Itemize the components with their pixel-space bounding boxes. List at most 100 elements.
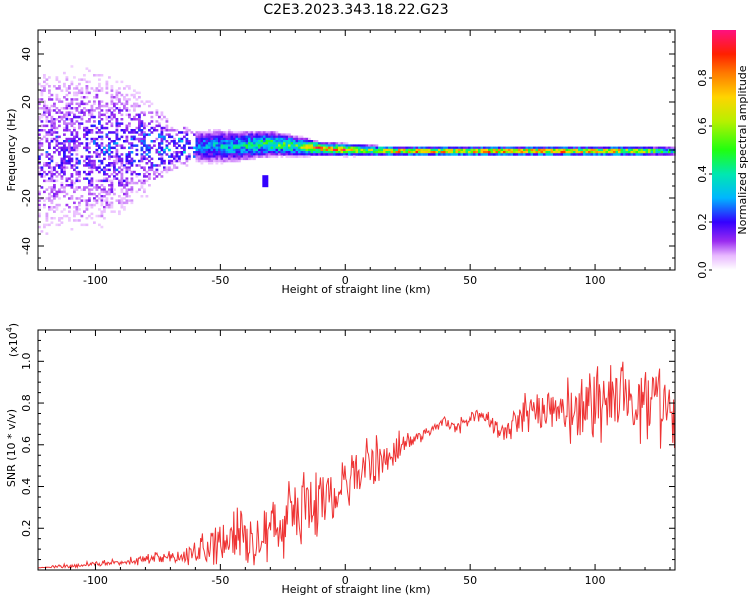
heatmap-cell <box>290 151 294 154</box>
heatmap-cell <box>60 190 64 194</box>
heatmap-cell <box>195 157 199 161</box>
heatmap-cell <box>563 146 566 150</box>
heatmap-cell <box>128 155 131 158</box>
heatmap-cell <box>80 118 84 121</box>
heatmap-cell <box>250 135 254 139</box>
heatmap-cell <box>215 146 219 150</box>
heatmap-cell <box>610 151 614 154</box>
heatmap-cell <box>320 148 324 152</box>
heatmap-cell <box>200 148 204 152</box>
heatmap-cell <box>233 142 236 145</box>
heatmap-cell <box>243 142 246 145</box>
heatmap-cell <box>48 144 51 147</box>
heatmap-cell <box>108 137 111 141</box>
heatmap-cell <box>63 164 66 167</box>
heatmap-cell <box>90 109 94 112</box>
heatmap-cell <box>78 144 81 147</box>
heatmap-cell <box>48 208 51 211</box>
heatmap-cell <box>120 181 124 185</box>
heatmap-cell <box>645 153 649 156</box>
heatmap-cell <box>260 131 264 134</box>
heatmap-cell <box>273 140 276 143</box>
heatmap-cell <box>58 115 61 119</box>
heatmap-cell <box>90 203 94 207</box>
heatmap-cell <box>543 148 546 152</box>
heatmap-cell <box>433 153 436 156</box>
heatmap-cell <box>73 201 76 205</box>
heatmap-cell <box>303 153 306 156</box>
heatmap-cell <box>93 120 96 123</box>
heatmap-cell <box>90 115 94 119</box>
heatmap-cell <box>285 151 289 154</box>
heatmap-cell <box>65 140 69 143</box>
heatmap-cell <box>60 111 64 114</box>
heatmap-cell <box>215 157 219 161</box>
heatmap-cell <box>75 159 79 163</box>
heatmap-cell <box>93 221 96 224</box>
heatmap-cell <box>88 197 91 200</box>
heatmap-cell <box>48 85 51 88</box>
heatmap-cell <box>510 146 514 150</box>
heatmap-cell <box>270 146 274 150</box>
heatmap-cell <box>95 199 99 202</box>
heatmap-cell <box>395 153 399 156</box>
heatmap-cell <box>103 179 106 183</box>
heatmap-cell <box>160 146 164 150</box>
heatmap-cell <box>63 120 66 123</box>
heatmap-cell <box>353 146 356 150</box>
heatmap-cell <box>50 109 54 112</box>
heatmap-cell <box>65 98 69 101</box>
snr-y-ticks: 0.20.40.60.81.0 <box>20 339 675 561</box>
heatmap-cell <box>145 124 149 128</box>
heatmap-cell <box>335 151 339 154</box>
heatmap-cell <box>323 153 326 156</box>
heatmap-cell <box>85 142 89 145</box>
heatmap-cell <box>38 142 41 145</box>
heatmap-cell <box>220 162 224 165</box>
heatmap-cell <box>53 131 56 134</box>
heatmap-cell <box>108 131 111 134</box>
heatmap-cell <box>253 151 256 154</box>
heatmap-cell <box>175 155 179 158</box>
heatmap-cell <box>343 144 346 147</box>
heatmap-cell <box>420 151 424 154</box>
heatmap-cell <box>440 151 444 154</box>
heatmap-cell <box>308 153 311 156</box>
heatmap-cell <box>173 151 176 154</box>
heatmap-cell <box>50 93 54 97</box>
heatmap-cell <box>103 166 106 169</box>
heatmap-cell <box>153 173 156 176</box>
heatmap-cell <box>65 107 69 110</box>
heatmap-cell <box>388 153 391 156</box>
heatmap-cell <box>438 146 441 150</box>
colorbar: 0.00.20.40.60.8 Normalized spectral ampl… <box>696 30 749 279</box>
heatmap-cell <box>60 100 64 103</box>
heatmap-cell <box>78 104 81 108</box>
heatmap-cell <box>228 129 231 132</box>
heatmap-cell <box>130 131 134 134</box>
heatmap-cell <box>173 157 176 161</box>
heatmap-cell <box>73 122 76 125</box>
heatmap-cell <box>138 129 141 132</box>
heatmap-cell <box>313 151 316 154</box>
heatmap-cell <box>273 148 276 152</box>
heatmap-cell <box>208 137 211 141</box>
heatmap-cell <box>638 151 641 154</box>
heatmap-cell <box>50 118 54 121</box>
heatmap-cell <box>90 212 94 216</box>
heatmap-cell <box>380 151 384 154</box>
heatmap-cell <box>268 131 271 134</box>
heatmap-cell <box>143 135 146 139</box>
heatmap-cell <box>135 153 139 156</box>
heatmap-cell <box>75 208 79 211</box>
heatmap-cell <box>660 151 664 154</box>
heatmap-cell <box>328 142 331 145</box>
heatmap-cell <box>130 173 134 176</box>
heatmap-cell <box>65 89 69 92</box>
heatmap-cell <box>298 151 301 154</box>
heatmap-cell <box>113 115 116 119</box>
heatmap-cell <box>75 133 79 136</box>
heatmap-cell <box>143 122 146 125</box>
heatmap-cell <box>75 140 79 143</box>
heatmap-cell <box>358 144 361 147</box>
